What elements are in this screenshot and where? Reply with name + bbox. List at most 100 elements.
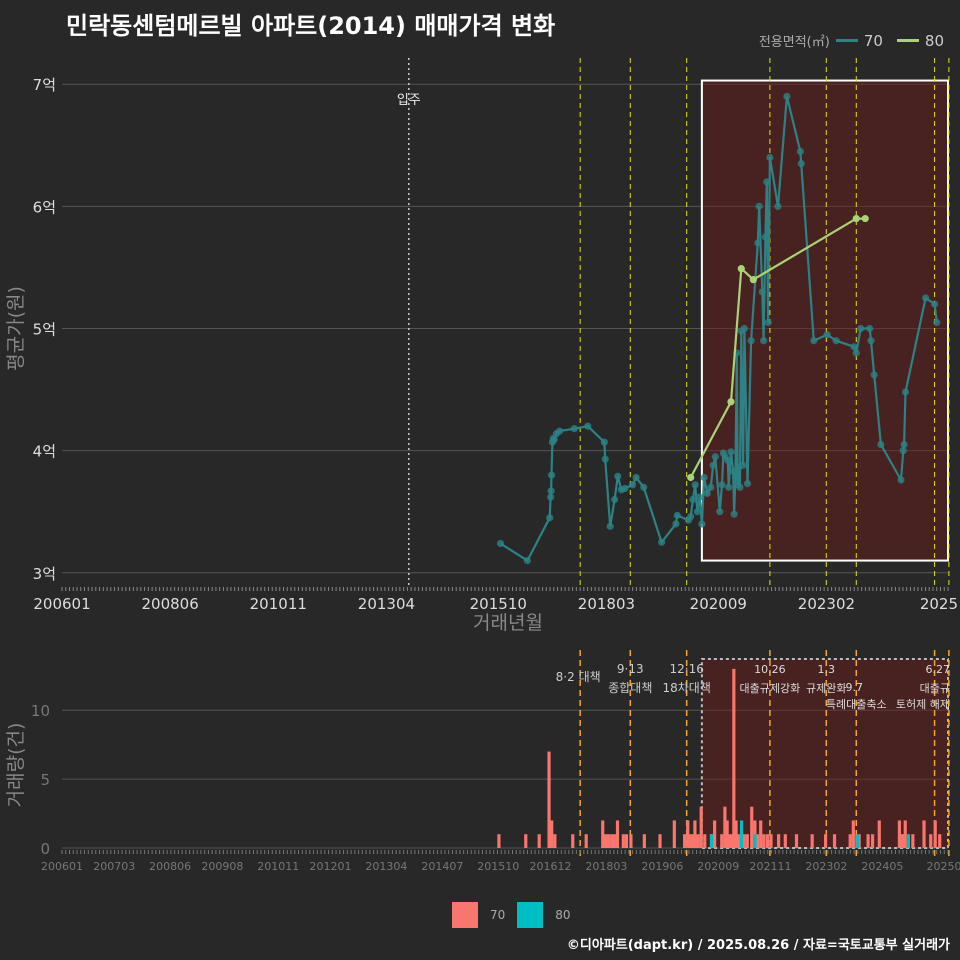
bar-x-tick-label: 202302 xyxy=(805,860,847,873)
data-point-70 xyxy=(736,483,744,491)
bar-70 xyxy=(553,834,557,848)
x-tick-label: 200601 xyxy=(33,595,90,613)
bar-x-tick-label: 200703 xyxy=(93,860,135,873)
data-point-70 xyxy=(614,472,622,480)
data-point-70 xyxy=(606,522,614,530)
policy-label-date: 9·13 xyxy=(617,662,644,676)
bar-70 xyxy=(776,834,781,848)
bar-70 xyxy=(621,834,625,848)
x-tick-label: 202009 xyxy=(690,595,747,613)
bar-70 xyxy=(537,834,541,848)
data-point-70 xyxy=(930,300,939,308)
x-tick-label: 202302 xyxy=(798,595,855,613)
policy-label-name: 8·2 대책 xyxy=(556,669,601,684)
data-point-70 xyxy=(687,513,695,521)
bar-70 xyxy=(727,834,731,848)
data-point-70 xyxy=(584,422,592,430)
policy-label-name: 대출규 xyxy=(920,682,950,695)
policy-label-date: 1.3 xyxy=(818,663,836,676)
data-point-70 xyxy=(877,440,885,449)
data-point-70 xyxy=(758,288,766,296)
footer-credit: ©디아파트(dapt.kr) / 2025.08.26 / 자료=국토교통부 실… xyxy=(566,938,950,953)
bar-70 xyxy=(615,820,620,848)
x-tick-label: 201803 xyxy=(578,595,635,613)
bar-x-tick-label: 201407 xyxy=(421,860,463,873)
y-tick-label: 7억 xyxy=(33,76,56,94)
data-point-70 xyxy=(550,436,558,444)
area-legend: 전용면적(㎡) 70 80 xyxy=(759,31,952,51)
bar-70 xyxy=(851,820,855,848)
bar-70 xyxy=(823,834,828,848)
bar-70 xyxy=(683,834,687,848)
bar-70 xyxy=(745,834,749,848)
bar-70 xyxy=(734,820,738,848)
data-point-70 xyxy=(832,337,840,345)
data-point-70 xyxy=(547,471,556,479)
bar-x-tick-label: 202111 xyxy=(750,860,792,873)
data-point-70 xyxy=(724,456,732,465)
bar-y-tick-label: 10 xyxy=(31,702,50,720)
bar-70 xyxy=(755,834,760,848)
bar-x-tick-label: 202009 xyxy=(697,860,739,873)
data-point-70 xyxy=(739,461,747,469)
bar-70 xyxy=(877,820,881,848)
bar-70 xyxy=(693,820,697,848)
data-point-70 xyxy=(718,481,726,489)
data-point-80 xyxy=(852,214,860,223)
data-point-70 xyxy=(760,337,768,345)
bar-70 xyxy=(672,820,676,848)
bar-70 xyxy=(769,834,773,848)
data-point-70 xyxy=(693,508,702,516)
bar-70 xyxy=(688,834,693,848)
data-point-70 xyxy=(611,495,619,504)
data-point-70 xyxy=(716,508,724,516)
data-point-70 xyxy=(555,427,564,435)
data-point-70 xyxy=(796,147,804,155)
bar-70 xyxy=(642,834,646,848)
x-tick-label: 201304 xyxy=(358,595,415,613)
data-point-70 xyxy=(523,556,531,565)
x-axis-title: 거래년월 xyxy=(473,612,543,634)
bar-x-tick-label: 201803 xyxy=(585,860,627,873)
bar-70 xyxy=(911,834,915,848)
data-point-70 xyxy=(628,481,637,489)
bar-70 xyxy=(612,834,616,848)
data-point-70 xyxy=(546,514,554,522)
data-point-70 xyxy=(933,318,941,326)
bar-70 xyxy=(794,834,799,848)
bar-x-tick-label: 201612 xyxy=(529,860,571,873)
data-point-70 xyxy=(900,440,908,449)
legend-label-70: 70 xyxy=(863,31,883,50)
bar-80 xyxy=(739,820,744,848)
data-point-70 xyxy=(870,371,878,379)
data-point-70 xyxy=(866,324,874,333)
bar-70 xyxy=(610,834,614,848)
bar-70 xyxy=(922,820,926,848)
policy-label-name: 종합대책 xyxy=(608,680,652,695)
bar-70 xyxy=(810,834,814,848)
legend-swatch-80 xyxy=(896,39,919,42)
bar-x-tick-label: 201510 xyxy=(477,860,519,873)
bar-70 xyxy=(713,820,717,848)
bar-70 xyxy=(742,834,746,848)
legend-label-70-bar: 70 xyxy=(490,908,506,922)
bar-70 xyxy=(933,820,937,848)
bar-70 xyxy=(603,834,608,848)
bar-70 xyxy=(703,834,707,848)
data-point-70 xyxy=(857,324,865,333)
data-point-70 xyxy=(740,324,748,333)
data-point-70 xyxy=(725,483,733,491)
data-point-70 xyxy=(747,337,755,345)
bar-70 xyxy=(690,834,694,848)
bar-70 xyxy=(624,834,629,848)
data-point-70 xyxy=(632,473,640,482)
bar-70 xyxy=(866,834,870,848)
bar-70 xyxy=(903,820,907,848)
data-point-70 xyxy=(730,510,738,518)
data-point-70 xyxy=(766,153,774,162)
bar-70 xyxy=(720,834,724,848)
data-point-70 xyxy=(763,178,771,186)
chart-title: 민락동센텀메르빌 아파트(2014) 매매가격 변화 xyxy=(66,12,556,40)
data-point-70 xyxy=(496,539,505,548)
